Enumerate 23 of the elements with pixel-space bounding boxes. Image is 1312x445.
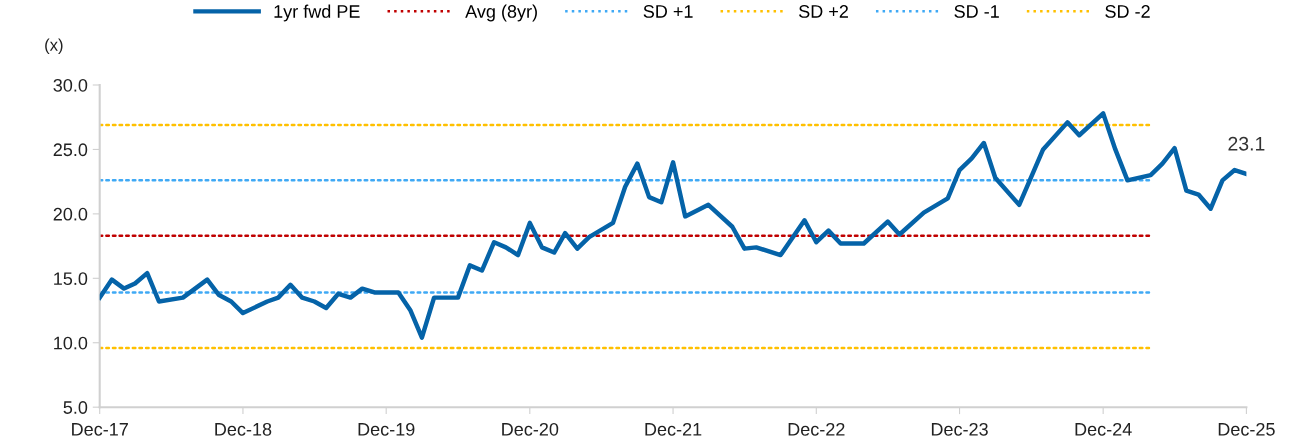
y-tick-label: 20.0 — [53, 207, 88, 221]
x-tick-label: Dec-23 — [931, 422, 988, 436]
legend-label: SD +2 — [799, 5, 848, 18]
y-tick-label: 15.0 — [54, 272, 88, 286]
legend-label: SD -1 — [954, 5, 999, 18]
legend-label: SD -2 — [1105, 5, 1150, 18]
legend-label: SD +1 — [643, 5, 693, 18]
y-tick-label: 5.0 — [63, 401, 88, 414]
x-tick-label: Dec-25 — [1218, 422, 1275, 436]
y-tick-label: 25.0 — [53, 143, 88, 157]
y-axis-title: (x) — [45, 38, 63, 55]
x-tick-label: Dec-19 — [358, 422, 415, 436]
annotation: 23.1 — [1228, 136, 1265, 151]
y-tick-label: 30.0 — [53, 78, 88, 92]
legend-label: Avg (8yr) — [465, 4, 537, 22]
x-tick-label: Dec-21 — [645, 422, 702, 436]
y-tick-label: 10.0 — [54, 336, 88, 350]
x-tick-label: Dec-20 — [502, 422, 559, 436]
legend-label: 1yr fwd PE — [274, 4, 360, 22]
x-tick-label: Dec-22 — [788, 422, 845, 436]
x-tick-label: Dec-24 — [1075, 422, 1132, 436]
x-tick-label: Dec-17 — [72, 423, 128, 436]
x-tick-label: Dec-18 — [215, 422, 272, 436]
